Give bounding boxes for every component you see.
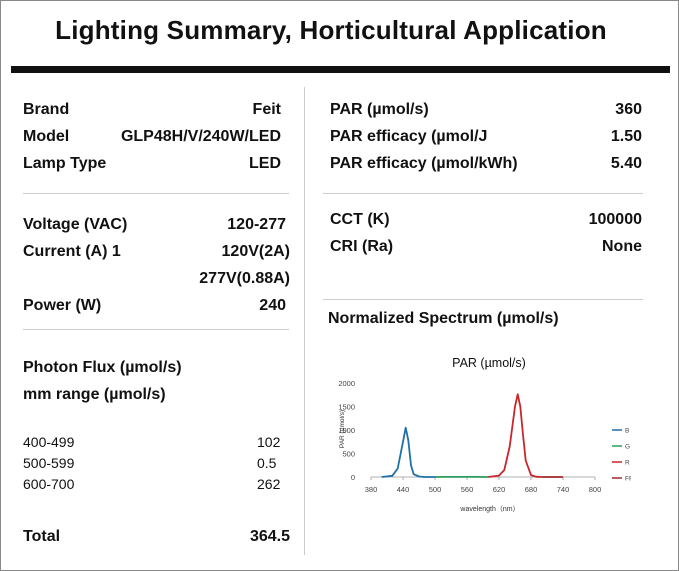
cct-label: CCT (K) (330, 211, 390, 228)
photon-flux-label: Photon Flux (µmol/s) (23, 359, 182, 376)
cri-label: CRI (Ra) (330, 238, 394, 255)
y-tick-label: 500 (342, 450, 355, 459)
x-tick-label: 620 (493, 485, 506, 494)
legend-label-b: B (625, 428, 629, 435)
cct-value: 100000 (588, 211, 642, 228)
total-label: Total (23, 528, 61, 545)
range-label: 600-700 (23, 476, 75, 492)
section-divider (23, 193, 289, 194)
power-value: 240 (259, 297, 286, 314)
x-tick-label: 800 (589, 485, 602, 494)
chart-title: PAR (µmol/s) (452, 356, 526, 370)
legend-label-fr: FR (625, 476, 631, 483)
voltage-label: Voltage (VAC) (23, 216, 128, 233)
par-efficacy-value: 1.50 (610, 128, 642, 145)
y-tick-label: 1000 (338, 426, 355, 435)
range-value: 262 (257, 476, 281, 492)
series-line-b (381, 426, 435, 478)
section-divider (323, 299, 643, 300)
y-tick-label: 2000 (338, 379, 355, 388)
range-value: 102 (257, 434, 281, 450)
legend-label-r: R (625, 460, 630, 467)
lamp-type-value: LED (249, 155, 281, 172)
mm-range-label: mm range (µmol/s) (23, 386, 166, 403)
x-tick-label: 440 (397, 485, 410, 494)
range-value: 0.5 (257, 455, 277, 471)
par-value: 360 (615, 101, 642, 118)
range-label: 400-499 (23, 434, 75, 450)
model-label: Model (23, 128, 70, 145)
y-tick-label: 1500 (338, 403, 355, 412)
series-line-r (488, 393, 542, 478)
x-tick-label: 560 (461, 485, 474, 494)
lamp-type-label: Lamp Type (23, 155, 107, 172)
voltage-value: 120-277 (227, 216, 286, 233)
x-tick-label: 740 (557, 485, 570, 494)
column-divider (304, 87, 305, 555)
y-axis-label: PAR (µmol/s) (339, 410, 346, 448)
x-tick-label: 500 (429, 485, 442, 494)
brand-value: Feit (252, 101, 281, 118)
total-value: 364.5 (249, 528, 290, 545)
spectrum-heading: Normalized Spectrum (µmol/s) (328, 310, 559, 327)
current-value-120v: 120V(2A) (221, 243, 290, 260)
x-tick-label: 680 (525, 485, 538, 494)
par-efficacy-kwh-value: 5.40 (610, 155, 642, 172)
page-title: Lighting Summary, Horticultural Applicat… (55, 15, 607, 45)
current-label: Current (A) 1 (23, 243, 121, 260)
cri-value: None (602, 238, 642, 255)
par-efficacy-kwh-label: PAR efficacy (µmol/kWh) (330, 155, 518, 172)
spectrum-chart: PAR (µmol/s) PAR (µmol/s) wavelength（nm）… (338, 356, 631, 513)
legend-label-g: G (625, 444, 630, 451)
brand-label: Brand (23, 101, 70, 118)
section-divider (23, 329, 289, 330)
range-label: 500-599 (23, 455, 75, 471)
y-tick-label: 0 (351, 473, 355, 482)
par-efficacy-label: PAR efficacy (µmol/J (330, 128, 488, 145)
par-label: PAR (µmol/s) (330, 101, 429, 118)
model-value: GLP48H/V/240W/LED (120, 128, 281, 145)
power-label: Power (W) (23, 297, 102, 314)
x-axis-label: wavelength（nm） (459, 505, 519, 513)
current-value-277v: 277V(0.88A) (199, 270, 290, 287)
x-tick-label: 380 (365, 485, 378, 494)
section-divider (323, 193, 643, 194)
title-rule (11, 66, 670, 73)
